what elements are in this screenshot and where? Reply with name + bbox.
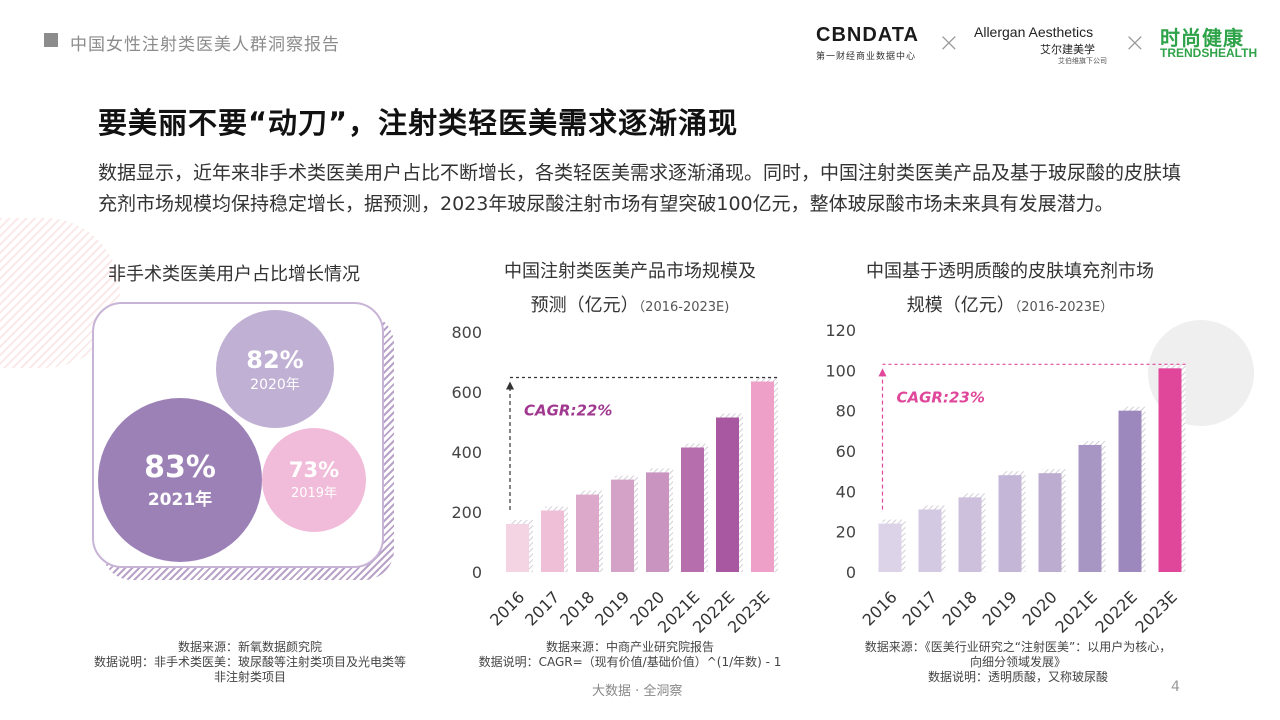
bubble-note-line: 数据说明：非手术类医美：玻尿酸等注射类项目及光电类等 xyxy=(93,655,406,669)
chart1-note-line: 数据说明：CAGR=（现有价值/基础价值）^(1/年数) - 1 xyxy=(478,655,782,669)
chart2-source-line2: 向细分领域发展》 xyxy=(969,655,1066,669)
x-tick-label: 2019 xyxy=(979,587,1021,629)
bar-2022E xyxy=(1118,410,1142,572)
cagr-arrow-head xyxy=(506,381,514,390)
bubble-2020-pct: 82% xyxy=(246,346,304,374)
x-tick-label: 2017 xyxy=(899,587,941,629)
bubble-chart-title: 非手术类医美用户占比增长情况 xyxy=(108,264,360,285)
y-tick-label: 100 xyxy=(825,361,856,380)
bubble-2021-pct: 83% xyxy=(144,450,216,485)
bar-2023E xyxy=(1158,368,1182,572)
allergan-logo-sub2: 艾伯维旗下公司 xyxy=(1058,57,1107,65)
bubble-2021: 83% 2021年 xyxy=(98,398,262,562)
bar-2020 xyxy=(1038,473,1062,572)
bar-2021E xyxy=(1078,444,1102,572)
bar-2023E xyxy=(751,381,774,572)
chart1-title: 中国注射类医美产品市场规模及 xyxy=(504,261,756,282)
bar-2018 xyxy=(958,497,982,572)
x-tick-label: 2016 xyxy=(486,587,528,629)
y-tick-label: 0 xyxy=(846,563,856,582)
chart2-title-suffix: （2016-2023E） xyxy=(1014,300,1114,315)
header-square-icon xyxy=(44,33,58,47)
y-tick-label: 20 xyxy=(836,523,856,542)
bar-2019 xyxy=(998,475,1022,572)
y-tick-label: 80 xyxy=(836,402,856,421)
y-tick-label: 120 xyxy=(825,321,856,340)
page-number: 4 xyxy=(1171,679,1180,695)
y-tick-label: 60 xyxy=(836,442,856,461)
bubble-source-line: 数据来源：新氧数据颜究院 xyxy=(177,640,322,654)
bar-2016 xyxy=(506,524,529,572)
y-tick-label: 40 xyxy=(836,482,856,501)
bar-2019 xyxy=(611,479,634,572)
footer-text: 大数据 · 全洞察 xyxy=(592,684,683,699)
chart2-title-block: 中国基于透明质酸的皮肤填充剂市场 规模（亿元）（2016-2023E） xyxy=(820,255,1200,325)
bar-2022E xyxy=(716,417,739,572)
bubble-2019: 73% 2019年 xyxy=(262,428,366,532)
chart2-source: 数据来源：《医美行业研究之“注射医美”：以用户为核心， 向细分领域发展》 数据说… xyxy=(828,640,1208,685)
cagr-label: CAGR:22% xyxy=(524,402,612,420)
x-tick-label: 2022E xyxy=(1091,587,1140,636)
bubble-2021-year: 2021年 xyxy=(147,490,213,510)
y-tick-label: 800 xyxy=(451,323,482,342)
allergan-logo-sub: 艾尔建美学 xyxy=(1040,43,1095,56)
y-tick-label: 600 xyxy=(451,383,482,402)
bubble-2019-pct: 73% xyxy=(288,458,340,482)
chart1-source: 数据来源：中商产业研究院报告 数据说明：CAGR=（现有价值/基础价值）^(1/… xyxy=(440,640,820,670)
chart1-title2: 预测（亿元） xyxy=(530,295,639,316)
x-tick-label: 2017 xyxy=(521,587,563,629)
bar-2020 xyxy=(646,472,669,572)
cbndata-logo: CBNDATA xyxy=(816,24,919,46)
bubble-note-line2: 非注射类项目 xyxy=(213,670,286,684)
logo-separator-icon: × xyxy=(938,28,960,58)
bar-2017 xyxy=(918,509,942,572)
x-tick-label: 2021E xyxy=(1051,587,1100,636)
report-title: 中国女性注射类医美人群洞察报告 xyxy=(70,35,340,55)
bar-2017 xyxy=(541,510,564,572)
bar-2021E xyxy=(681,447,704,572)
allergan-logo: Allergan Aesthetics xyxy=(974,24,1094,40)
cagr-arrow-head xyxy=(878,368,887,377)
page-description: 数据显示，近年来非手术类医美用户占比不断增长，各类轻医美需求逐渐涌现。同时，中国… xyxy=(98,162,1182,215)
trendshealth-logo-sub: TRENDSHEALTH xyxy=(1160,46,1258,60)
chart2-source-line: 数据来源：《医美行业研究之“注射医美”：以用户为核心， xyxy=(864,640,1172,654)
chart1-source-line: 数据来源：中商产业研究院报告 xyxy=(545,640,714,654)
chart1-title-block: 中国注射类医美产品市场规模及 预测（亿元）（2016-2023E) xyxy=(440,255,820,325)
cagr-label: CAGR:23% xyxy=(897,388,985,406)
x-tick-label: 2018 xyxy=(556,587,598,629)
page-title: 要美丽不要“动刀”，注射类轻医美需求逐渐涌现 xyxy=(98,106,739,140)
x-tick-label: 2019 xyxy=(591,587,633,629)
chart2-svg: 020406080100120201620172018201920202021E… xyxy=(825,321,1186,637)
bubble-2020-year: 2020年 xyxy=(250,377,300,393)
chart1-svg: 0200400600800201620172018201920202021E20… xyxy=(451,323,778,637)
bar-2018 xyxy=(576,494,599,572)
trendshealth-logo: 时尚健康 xyxy=(1160,26,1244,50)
chart2-note-line: 数据说明：透明质酸，又称玻尿酸 xyxy=(927,670,1108,684)
chart2-title2: 规模（亿元） xyxy=(906,295,1015,316)
chart1-title-suffix: （2016-2023E) xyxy=(638,300,730,315)
bubble-2020: 82% 2020年 xyxy=(216,310,334,428)
y-tick-label: 400 xyxy=(451,443,482,462)
bubble-2019-year: 2019年 xyxy=(290,486,338,501)
bar-2016 xyxy=(878,523,902,572)
x-tick-label: 2023E xyxy=(1131,587,1180,636)
y-tick-label: 200 xyxy=(451,503,482,522)
bubble-source: 数据来源：新氧数据颜究院 数据说明：非手术类医美：玻尿酸等注射类项目及光电类等 … xyxy=(80,640,420,685)
chart2-title: 中国基于透明质酸的皮肤填充剂市场 xyxy=(866,261,1154,282)
x-tick-label: 2018 xyxy=(939,587,981,629)
logo-separator-icon: × xyxy=(1124,28,1146,58)
x-tick-label: 2016 xyxy=(859,587,901,629)
cbndata-logo-sub: 第一财经商业数据中心 xyxy=(816,52,917,62)
y-tick-label: 0 xyxy=(472,563,482,582)
